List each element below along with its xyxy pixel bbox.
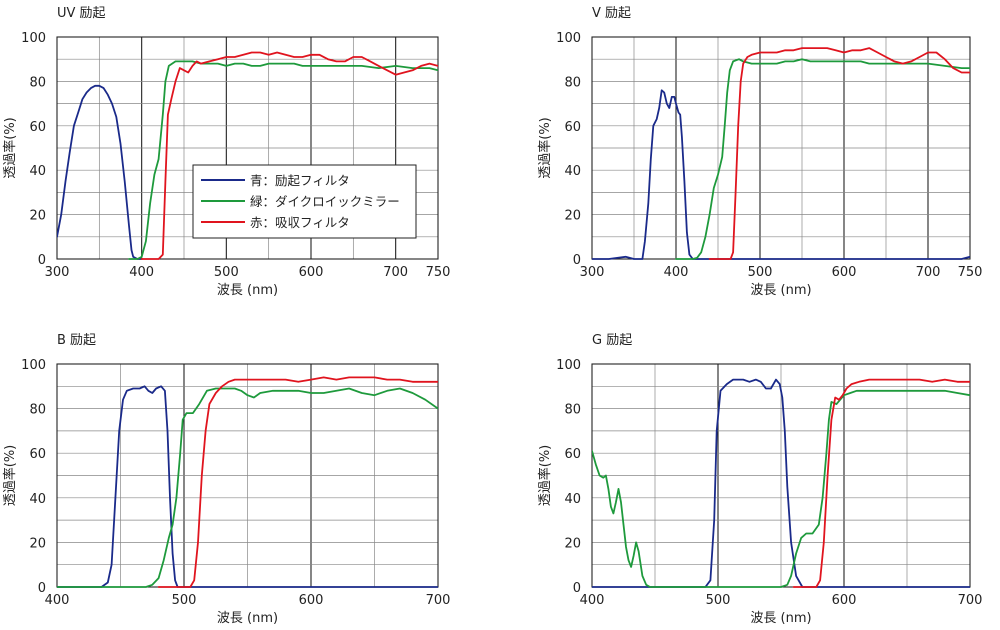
- x-tick-label: 700: [383, 265, 408, 280]
- chart-title: B 励起: [57, 333, 96, 348]
- series-line-1: [592, 89, 970, 260]
- chart-panel-1: UV 励起 0 20 40 60 80 100 300 400 500 600 700 750 波長 (n…: [2, 6, 450, 298]
- series-line-2: [57, 387, 438, 588]
- y-tick-label: 20: [564, 209, 581, 224]
- y-tick-label: 0: [573, 581, 581, 596]
- y-tick-label: 60: [564, 120, 581, 135]
- series-line-2: [128, 60, 438, 260]
- x-tick-label: 400: [580, 593, 605, 608]
- legend-item-label: 青：励起フィルタ: [250, 173, 350, 188]
- legend-item-label: 赤：吸収フィルタ: [250, 215, 350, 230]
- chart-title: G 励起: [592, 333, 632, 348]
- legend-item-label: 緑：ダイクロイックミラー: [250, 194, 400, 209]
- series-line-3: [708, 47, 970, 260]
- series-line-2: [592, 389, 970, 588]
- chart-panel-3: B 励起 0 20 40 60 80 100 400 500 600 700 波長 (nm) 透過率(%…: [2, 333, 450, 626]
- x-tick-label: 500: [706, 593, 731, 608]
- x-tick-label: 600: [832, 593, 857, 608]
- y-tick-label: 60: [564, 447, 581, 462]
- y-tick-label: 60: [29, 447, 46, 462]
- y-tick-label: 80: [564, 403, 581, 418]
- x-tick-label: 500: [748, 265, 773, 280]
- x-axis-label: 波長 (nm): [750, 611, 811, 626]
- y-tick-label: 60: [29, 120, 46, 135]
- y-tick-label: 20: [564, 536, 581, 551]
- series-line-3: [792, 378, 970, 588]
- y-tick-label: 40: [564, 492, 581, 507]
- plot-frame: [56, 36, 439, 260]
- series-line-3: [140, 51, 438, 260]
- x-tick-label: 700: [916, 265, 941, 280]
- y-tick-label: 40: [29, 492, 46, 507]
- series-line-2: [675, 58, 970, 260]
- x-tick-label: 400: [45, 593, 70, 608]
- y-tick-label: 100: [556, 31, 581, 46]
- x-tick-label: 750: [958, 265, 983, 280]
- y-tick-label: 40: [564, 164, 581, 179]
- x-axis-label: 波長 (nm): [217, 611, 278, 626]
- y-tick-label: 100: [21, 31, 46, 46]
- series-line-1: [57, 84, 143, 260]
- x-tick-label: 600: [299, 593, 324, 608]
- x-tick-label: 600: [299, 265, 324, 280]
- x-tick-label: 300: [45, 265, 70, 280]
- y-tick-label: 100: [556, 358, 581, 373]
- series-line-1: [57, 385, 438, 588]
- y-tick-label: 0: [573, 253, 581, 268]
- x-tick-label: 600: [832, 265, 857, 280]
- series-line-3: [157, 376, 438, 588]
- x-tick-label: 400: [664, 265, 689, 280]
- x-axis-label: 波長 (nm): [750, 283, 811, 298]
- x-tick-label: 300: [580, 265, 605, 280]
- y-tick-label: 40: [29, 164, 46, 179]
- x-tick-label: 700: [426, 593, 451, 608]
- chart-title: UV 励起: [57, 6, 106, 21]
- x-axis-label: 波長 (nm): [217, 283, 278, 298]
- y-tick-label: 80: [29, 75, 46, 90]
- y-tick-label: 20: [29, 536, 46, 551]
- y-tick-label: 20: [29, 209, 46, 224]
- chart-panel-4: G 励起 0 20 40 60 80 100 400 500 600 700 波長 (nm) 透過率(%…: [537, 333, 982, 626]
- x-tick-label: 500: [214, 265, 239, 280]
- x-tick-label: 700: [958, 593, 983, 608]
- y-tick-label: 80: [564, 75, 581, 90]
- x-tick-label: 750: [426, 265, 451, 280]
- chart-title: V 励起: [592, 6, 631, 21]
- x-tick-label: 400: [129, 265, 154, 280]
- y-tick-label: 100: [21, 358, 46, 373]
- series-line-1: [592, 378, 970, 588]
- chart-panel-2: V 励起 0 20 40 60 80 100 300 400 500 600 700 750 波長 (nm…: [537, 6, 982, 298]
- x-tick-label: 500: [172, 593, 197, 608]
- y-tick-label: 0: [38, 253, 46, 268]
- y-axis-label: 透過率(%): [2, 445, 18, 507]
- y-axis-label: 透過率(%): [537, 445, 553, 507]
- y-tick-label: 0: [38, 581, 46, 596]
- y-tick-label: 80: [29, 403, 46, 418]
- y-axis-label: 透過率(%): [2, 117, 18, 179]
- y-axis-label: 透過率(%): [537, 117, 553, 179]
